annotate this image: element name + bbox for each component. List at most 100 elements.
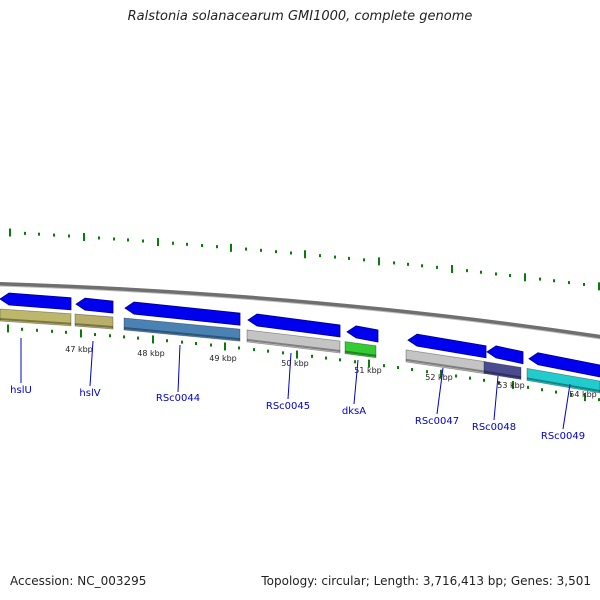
base-tick — [21, 327, 23, 331]
gc-tick — [275, 250, 277, 254]
gc-tick — [436, 265, 438, 269]
base-tick — [483, 378, 485, 382]
gc-tick — [348, 256, 350, 260]
gc-tick — [53, 233, 55, 237]
gc-tick — [290, 251, 292, 255]
cds-arrow — [247, 313, 341, 338]
gene-label-RSc0044: RSc0044 — [156, 393, 200, 404]
gene-leader-line — [287, 352, 292, 400]
base-tick — [181, 340, 183, 344]
label-leaders — [20, 338, 571, 430]
kbp-label: 48 kbp — [137, 349, 165, 358]
base-tick — [368, 359, 370, 368]
base-tick — [166, 339, 168, 343]
gc-tick — [407, 262, 409, 266]
base-tick — [123, 335, 125, 339]
base-tick — [311, 354, 313, 358]
gene-feature-bar — [483, 360, 522, 380]
gc-tick — [524, 273, 526, 282]
gene-label-RSc0045: RSc0045 — [266, 401, 310, 412]
base-tick — [282, 351, 284, 355]
gc-tick — [245, 247, 247, 251]
base-tick — [51, 329, 53, 333]
gc-tick — [98, 236, 100, 240]
gc-tick — [451, 265, 453, 274]
base-tick — [541, 388, 543, 392]
genome-backbone — [0, 282, 600, 339]
base-tick — [137, 336, 139, 340]
gc-tick — [113, 237, 115, 241]
base-tick — [195, 342, 197, 346]
base-tick — [7, 324, 9, 333]
gc-tick — [201, 243, 203, 247]
gc-tick — [38, 232, 40, 236]
base-tick — [426, 370, 428, 374]
base-tick — [584, 393, 586, 402]
gc-tick — [68, 234, 70, 238]
cds-arrow — [486, 345, 524, 365]
gc-tick — [9, 228, 11, 237]
base-tick — [152, 335, 154, 344]
gene-leader-line — [177, 344, 181, 393]
base-tick — [65, 330, 67, 334]
map-title: Ralstonia solanacearum GMI1000, complete… — [127, 9, 473, 24]
kbp-label: 50 kbp — [281, 359, 309, 368]
base-tick — [498, 381, 500, 385]
base-tick — [224, 342, 226, 351]
gc-tick — [421, 264, 423, 268]
base-tick — [339, 358, 341, 362]
base-tick — [555, 390, 557, 394]
gene-feature-bar — [74, 313, 114, 330]
base-tick — [411, 368, 413, 372]
cds-arrow — [528, 352, 600, 378]
gc-tick — [509, 274, 511, 278]
kbp-label: 47 kbp — [65, 345, 93, 354]
gene-label-RSc0047: RSc0047 — [415, 416, 459, 427]
base-tick — [570, 393, 572, 397]
gene-leader-line — [493, 375, 499, 421]
base-tick — [455, 374, 457, 378]
base-tick — [354, 360, 356, 364]
gc-tick — [216, 245, 218, 249]
gc-tick — [186, 242, 188, 246]
gc-tick — [378, 257, 380, 266]
base-tick — [109, 334, 111, 338]
base-tick — [325, 356, 327, 360]
base-tick — [253, 348, 255, 352]
base-tick-track — [7, 324, 600, 402]
base-tick — [296, 350, 298, 359]
gc-tick — [319, 254, 321, 258]
gene-label-dksA: dksA — [342, 406, 366, 417]
gc-tick — [466, 269, 468, 273]
base-tick — [238, 346, 240, 350]
gc-tick — [334, 255, 336, 259]
gene-label-RSc0049: RSc0049 — [541, 431, 585, 442]
kbp-label: 54 kbp — [569, 390, 597, 399]
gc-tick — [157, 238, 159, 247]
base-tick — [527, 385, 529, 389]
gc-tick — [304, 250, 306, 259]
gene-feature-bar — [344, 341, 377, 359]
base-tick — [469, 376, 471, 380]
gc-tick — [363, 258, 365, 262]
gene-leader-line — [353, 359, 359, 405]
gc-tick — [260, 248, 262, 252]
kbp-label: 51 kbp — [354, 366, 382, 375]
gene-feature-bar — [0, 308, 72, 327]
base-tick — [36, 328, 38, 332]
kbp-label: 52 kbp — [425, 373, 453, 382]
gc-tick — [172, 241, 174, 245]
gc-tick — [230, 243, 232, 252]
gc-tick — [142, 239, 144, 243]
base-tick — [512, 380, 514, 389]
base-tick — [598, 398, 600, 402]
cds-arrow — [346, 325, 379, 343]
base-tick — [80, 329, 82, 338]
cds-arrow — [407, 333, 487, 359]
gc-tick — [83, 232, 85, 241]
gc-tick — [127, 238, 129, 242]
base-tick — [94, 333, 96, 337]
gene-feature-track — [0, 308, 600, 394]
accession-text: Accession: NC_003295 — [10, 574, 147, 588]
